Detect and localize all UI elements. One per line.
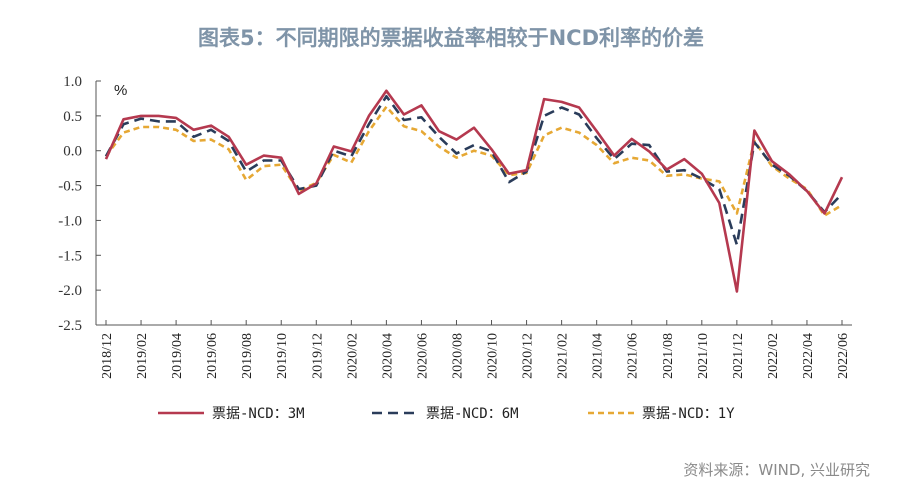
x-tick-label: 2019/08 [240,333,255,379]
x-tick-label: 2022/04 [801,333,816,379]
x-tick-label: 2019/06 [205,333,220,379]
series-line [104,105,843,217]
x-tick-label: 2020/10 [486,333,501,379]
y-tick-label: -2.5 [58,318,82,334]
x-tick-label: 2021/06 [626,333,641,379]
x-tick-label: 2020/02 [345,333,360,379]
y-axis-unit: % [114,82,127,99]
x-tick-label: 2019/04 [170,333,185,379]
y-tick-label: -0.5 [58,179,82,195]
x-tick-label: 2021/12 [731,333,746,379]
series-line [104,89,844,293]
legend-label: 票据-NCD：6M [426,406,519,422]
plot-area [104,89,844,293]
y-axis: 1.0 0.5 0.0 -0.5 -1.0 -1.5 -2.0 -2.5 [58,74,101,334]
x-tick-label: 2022/06 [836,333,851,379]
x-tick-label: 2019/02 [135,333,150,379]
legend-label: 票据-NCD：3M [212,406,305,422]
y-tick-label: 1.0 [63,74,82,90]
x-tick-label: 2020/08 [450,333,465,379]
legend: 票据-NCD：3M 票据-NCD：6M 票据-NCD：1Y [158,406,735,422]
x-tick-label: 2020/04 [380,333,395,379]
x-tick-label: 2019/12 [310,333,325,379]
x-tick-label: 2021/02 [556,333,571,379]
legend-label: 票据-NCD：1Y [642,406,735,422]
x-tick-label: 2021/04 [591,333,606,379]
series-line [104,95,843,247]
x-tick-label: 2018/12 [100,333,115,379]
x-tick-label: 2022/02 [766,333,781,379]
x-tick-label: 2021/10 [696,333,711,379]
y-tick-label: -1.5 [58,248,82,264]
source-note: 资料来源：WIND, 兴业研究 [683,461,870,479]
y-tick-label: 0.5 [63,109,82,125]
chart-title: 图表5：不同期限的票据收益率相较于NCD利率的价差 [197,26,705,50]
x-tick-label: 2020/06 [415,333,430,379]
x-tick-label: 2020/12 [521,333,536,379]
y-tick-label: -2.0 [58,283,82,299]
x-tick-label: 2021/08 [661,333,676,379]
x-axis: 2018/12 2019/02 2019/04 2019/06 2019/08 2019/… [96,320,852,379]
y-tick-label: 0.0 [63,144,82,160]
y-tick-label: -1.0 [58,213,82,229]
x-tick-label: 2019/10 [275,333,290,379]
